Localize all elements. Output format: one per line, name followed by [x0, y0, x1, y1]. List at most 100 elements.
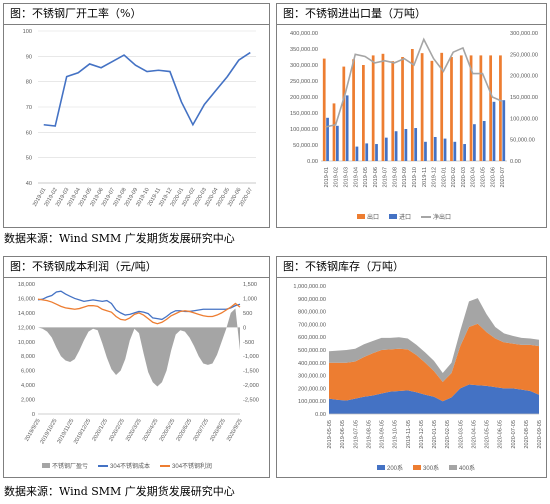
y-tick-label: 500,000.00: [298, 348, 326, 354]
legend-label: 400系: [459, 466, 476, 472]
y-tick-label: 70: [26, 105, 32, 111]
x-tick-label: 2019-12-05: [419, 420, 425, 449]
x-tick-label: 2020-02: [451, 167, 457, 188]
x-tick-label: 2020/4/25: [142, 418, 160, 443]
x-tick-label: 2020-07: [500, 167, 506, 188]
y-tick-label: 40: [26, 181, 32, 187]
x-tick-label: 2020/3/25: [125, 418, 143, 443]
x-tick-label: 2020-06-05: [498, 420, 504, 449]
y-left-tick-label: 250,000.00: [290, 79, 318, 85]
x-tick-label: 2019-03: [343, 167, 349, 188]
y-right-tick-label: -2,000: [243, 383, 259, 389]
bar-import: [326, 117, 329, 161]
legend-label: 200系: [387, 466, 404, 472]
title-divider: [277, 24, 546, 25]
series-line-304-profit: [37, 298, 241, 325]
bar-export: [450, 57, 453, 161]
title-divider: [4, 277, 269, 278]
x-tick-label: 2020-01-05: [432, 420, 438, 449]
x-tick-label: 2020/2/25: [108, 418, 126, 443]
x-tick-label: 2020-04: [471, 167, 477, 188]
y-tick-label: 60: [26, 130, 32, 136]
x-tick-label: 2019/11/25: [56, 418, 75, 445]
legend-swatch: [421, 215, 432, 218]
y-tick-label: 80: [26, 80, 32, 86]
chart-title: 图：不锈钢进出口量（万吨）: [283, 7, 426, 20]
y-left-tick-label: 200,000.00: [290, 95, 318, 101]
title-divider: [4, 24, 269, 25]
bar-export: [381, 53, 385, 161]
bar-import: [384, 137, 388, 161]
y-left-tick-label: 0.00: [307, 159, 318, 165]
area-200-series: [329, 384, 539, 414]
x-tick-label: 2019-08-05: [366, 420, 372, 449]
bar-import: [473, 124, 476, 161]
x-tick-label: 2019-10: [412, 167, 418, 188]
legend-item-200-series: 200系: [377, 463, 403, 472]
x-tick-label: 2019-05-05: [327, 420, 333, 449]
bar-import: [502, 100, 506, 161]
legend-label: 300系: [423, 466, 440, 472]
area-400-series: [329, 298, 539, 382]
legend-swatch: [98, 464, 109, 467]
y-left-tick-label: 400,000.00: [290, 31, 318, 37]
bar-import: [453, 141, 457, 161]
legend-item-net-export: 净出口: [421, 212, 451, 221]
y-right-tick-label: 1,000: [243, 296, 257, 302]
x-tick-label: 2020/7/25: [192, 418, 210, 443]
y-left-tick-label: 18,000: [18, 282, 35, 288]
x-tick-label: 2020-03-05: [458, 420, 464, 449]
y-right-tick-label: -1,000: [243, 354, 259, 360]
x-tick-label: 2019-06-05: [340, 420, 346, 449]
x-tick-label: 2020-09-05: [537, 420, 543, 449]
x-tick-label: 2019/9/25: [24, 418, 42, 443]
x-tick-label: 2019-04: [353, 167, 359, 188]
legend-swatch: [413, 465, 422, 470]
area-300-series: [329, 323, 539, 402]
y-left-tick-label: 16,000: [18, 296, 35, 302]
bar-import: [355, 146, 359, 161]
x-tick-label: 2019/12/25: [73, 418, 92, 445]
bar-export: [469, 55, 473, 161]
bar-import: [443, 138, 447, 161]
bar-export: [440, 52, 444, 162]
y-right-tick-label: 300,000.00: [510, 31, 538, 37]
y-right-tick-label: -2,500: [243, 398, 259, 404]
series-line-net-export: [325, 37, 503, 128]
y-left-tick-label: 0: [32, 412, 35, 418]
y-left-tick-label: 2,000: [21, 398, 35, 404]
y-tick-label: 900,000.00: [298, 297, 326, 303]
legend-item-400-series: 400系: [449, 463, 475, 472]
y-left-tick-label: 4,000: [21, 383, 35, 389]
y-tick-label: 300,000.00: [298, 374, 326, 380]
y-right-tick-label: 250,000.00: [510, 52, 538, 58]
y-tick-label: 100,000.00: [298, 399, 326, 405]
bar-import: [365, 143, 369, 161]
x-tick-label: 2019-12: [432, 167, 438, 188]
y-right-tick-label: 200,000.00: [510, 74, 538, 80]
y-left-tick-label: 50,000.00: [293, 143, 318, 149]
bar-export: [391, 61, 395, 161]
x-tick-label: 2020-02-05: [445, 420, 451, 449]
chart-title: 图：不锈钢库存（万吨）: [283, 260, 404, 273]
legend-item-304-cost: 304不锈钢成本: [98, 461, 150, 470]
legend-swatch: [449, 465, 458, 470]
x-tick-label: 2020/8/25: [209, 418, 227, 443]
y-tick-label: 400,000.00: [298, 361, 326, 367]
bar-export: [342, 66, 346, 161]
y-right-tick-label: 50,000.00: [510, 138, 535, 144]
legend-label: 出口: [367, 215, 380, 221]
bar-import: [463, 144, 466, 161]
bar-import: [482, 121, 486, 161]
y-right-tick-label: 100,000.00: [510, 116, 538, 122]
x-tick-label: 2019-11: [422, 167, 428, 187]
x-tick-label: 2020/9/25: [226, 418, 244, 443]
x-tick-label: 2020-07-05: [511, 420, 517, 449]
data-source-note: 数据来源：Wind SMM 广发期货发展研究中心: [4, 485, 235, 498]
legend-label: 304不锈钢成本: [110, 464, 151, 470]
y-left-tick-label: 350,000.00: [290, 47, 318, 53]
legend: 出口 进口 净出口: [357, 212, 451, 221]
x-tick-label: 2019-02: [334, 167, 340, 188]
series-line-304-cost: [37, 290, 241, 321]
legend-item-export: 出口: [357, 212, 379, 221]
